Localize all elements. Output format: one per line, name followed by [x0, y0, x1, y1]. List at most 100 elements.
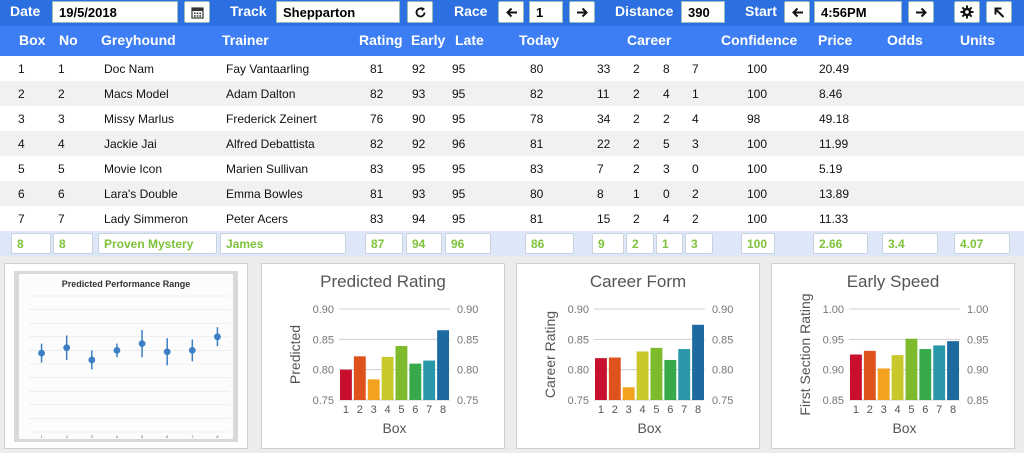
y-tick-label-right: 0.80 — [457, 365, 478, 377]
y-tick-label-right: 0.90 — [967, 365, 988, 377]
x-tick-label: 7 — [426, 404, 432, 416]
career-seconds-cell: 5 — [663, 137, 670, 151]
table-row[interactable]: 1 1 Doc Nam Fay Vantaarling 81 92 95 80 … — [0, 56, 1024, 81]
units-field[interactable]: 4.07 — [954, 233, 1010, 254]
selected-runner-row[interactable]: 8 8 Proven Mystery James 87 94 96 86 9 2… — [0, 231, 1024, 256]
table-row[interactable]: 6 6 Lara's Double Emma Bowles 81 93 95 8… — [0, 181, 1024, 206]
y-tick-label: 0.85 — [823, 395, 844, 407]
column-header[interactable]: Confidence — [721, 32, 798, 48]
column-header[interactable]: Greyhound — [101, 32, 176, 48]
rating-field[interactable]: 87 — [365, 233, 403, 254]
number-cell: 4 — [58, 137, 65, 151]
x-tick-label: 1 — [343, 404, 349, 416]
career-thirds-field[interactable]: 3 — [685, 233, 713, 254]
career-wins-field[interactable]: 2 — [626, 233, 654, 254]
arrow-left-icon — [791, 7, 803, 17]
x-tick-label: 3 — [881, 404, 887, 416]
table-row[interactable]: 7 7 Lady Simmeron Peter Acers 83 94 95 8… — [0, 206, 1024, 231]
career-starts-cell: 8 — [597, 187, 604, 201]
x-tick-label: 7 — [936, 404, 942, 416]
race-next-button[interactable] — [569, 1, 595, 23]
career-seconds-field[interactable]: 1 — [656, 233, 683, 254]
x-tick-label: 1 — [40, 434, 43, 439]
track-field[interactable]: Shepparton — [276, 1, 400, 23]
price-field[interactable]: 2.66 — [813, 233, 868, 254]
career-form-chart: 0.75 0.75 0.80 0.80 0.85 0.85 0.90 0.90 1 2 3 4 5 6 7 8… — [542, 304, 733, 436]
today-cell: 80 — [530, 62, 544, 76]
arrow-right-icon — [915, 7, 927, 17]
table-row[interactable]: 3 3 Missy Marlus Frederick Zeinert 76 90… — [0, 106, 1024, 131]
trainer-cell: Fay Vantaarling — [226, 62, 310, 76]
x-tick-label: 4 — [385, 404, 391, 416]
start-next-button[interactable] — [908, 1, 934, 23]
race-field[interactable]: 1 — [529, 1, 563, 23]
runner-table: 1 1 Doc Nam Fay Vantaarling 81 92 95 80 … — [0, 56, 1024, 231]
back-button[interactable] — [986, 1, 1012, 23]
table-row[interactable]: 5 5 Movie Icon Marien Sullivan 83 95 95 … — [0, 156, 1024, 181]
career-thirds-cell: 2 — [692, 212, 699, 226]
y-tick-label-right: 0.85 — [457, 334, 478, 346]
table-row[interactable]: 4 4 Jackie Jai Alfred Debattista 82 92 9… — [0, 131, 1024, 156]
career-starts-field[interactable]: 9 — [592, 233, 624, 254]
bar — [678, 349, 691, 400]
column-header[interactable]: Box — [19, 32, 46, 48]
number-cell: 7 — [58, 212, 65, 226]
data-point — [38, 349, 45, 357]
column-header[interactable]: Trainer — [222, 32, 269, 48]
number-cell: 3 — [58, 112, 65, 126]
column-header[interactable]: Career — [627, 32, 672, 48]
number-field[interactable]: 8 — [53, 233, 93, 254]
today-cell: 81 — [530, 137, 544, 151]
settings-button[interactable] — [954, 1, 980, 23]
today-cell: 81 — [530, 212, 544, 226]
early-field[interactable]: 94 — [406, 233, 442, 254]
late-field[interactable]: 96 — [445, 233, 491, 254]
column-header[interactable]: Early — [411, 32, 446, 48]
bar — [863, 350, 876, 400]
box-cell: 4 — [18, 137, 25, 151]
refresh-button[interactable] — [407, 1, 433, 23]
x-tick-label: 7 — [191, 434, 194, 439]
trainer-field[interactable]: James — [220, 233, 346, 254]
number-cell: 5 — [58, 162, 65, 176]
column-header[interactable]: Rating — [359, 32, 403, 48]
confidence-field[interactable]: 100 — [741, 233, 775, 254]
start-prev-button[interactable] — [784, 1, 810, 23]
y-tick-label-right: 0.90 — [712, 304, 733, 316]
y-tick-label-right: 1.00 — [967, 304, 988, 316]
confidence-cell: 100 — [747, 62, 768, 76]
early-cell: 94 — [412, 212, 426, 226]
confidence-cell: 100 — [747, 212, 768, 226]
calendar-button[interactable] — [184, 1, 210, 23]
column-header[interactable]: Late — [455, 32, 484, 48]
column-header[interactable]: Odds — [887, 32, 923, 48]
greyhound-field[interactable]: Proven Mystery — [98, 233, 217, 254]
column-header[interactable]: Units — [960, 32, 995, 48]
box-field[interactable]: 8 — [11, 233, 51, 254]
column-header[interactable]: Price — [818, 32, 853, 48]
start-field[interactable]: 4:56PM — [814, 1, 902, 23]
distance-field[interactable]: 390 — [681, 1, 725, 23]
bar — [850, 354, 862, 400]
race-prev-button[interactable] — [498, 1, 524, 23]
late-cell: 95 — [452, 87, 466, 101]
arrow-left-icon — [505, 7, 517, 17]
y-tick-label: 0.85 — [313, 334, 334, 346]
date-field[interactable]: 19/5/2018 — [52, 1, 178, 23]
column-header[interactable]: Today — [519, 32, 560, 48]
x-tick-label: 5 — [653, 404, 659, 416]
greyhound-cell: Doc Nam — [104, 62, 155, 76]
table-row[interactable]: 2 2 Macs Model Adam Dalton 82 93 95 82 1… — [0, 81, 1024, 106]
x-tick-label: 6 — [922, 404, 928, 416]
column-header[interactable]: No — [59, 32, 78, 48]
x-tick-label: 6 — [412, 404, 418, 416]
data-point — [163, 348, 171, 356]
bar — [919, 349, 932, 400]
early-cell: 93 — [412, 87, 426, 101]
odds-field[interactable]: 3.4 — [882, 233, 938, 254]
trainer-cell: Frederick Zeinert — [226, 112, 317, 126]
price-cell: 49.18 — [819, 112, 850, 126]
number-cell: 6 — [58, 187, 65, 201]
bar — [395, 346, 408, 400]
today-field[interactable]: 86 — [525, 233, 574, 254]
